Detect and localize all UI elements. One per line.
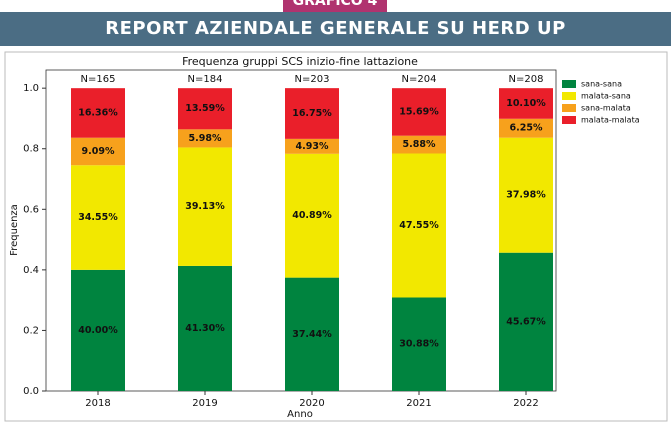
x-axis-label: Anno [287,409,313,420]
bar-segment [71,88,125,138]
value-label: 39.13% [185,201,225,212]
value-label: 9.09% [82,146,115,157]
bar-segment [178,88,232,130]
y-tick-label: 0.4 [23,265,39,276]
value-label: 45.67% [506,316,546,327]
bar-segment [499,137,553,253]
value-label: 37.44% [292,329,332,340]
banner: REPORT AZIENDALE GENERALE SU HERD UP [0,12,671,46]
total-label: N=204 [402,74,437,85]
value-label: 16.36% [78,107,118,118]
y-tick-label: 0.0 [23,386,39,397]
value-label: 40.89% [292,210,332,221]
bar-segment [71,137,125,166]
section-tab: GRAFICO 4 [283,0,387,12]
bar-segment [285,153,339,278]
value-label: 5.98% [189,133,222,144]
y-tick-label: 0.6 [23,204,39,215]
value-label: 37.98% [506,190,546,201]
legend-label: malata-sana [581,92,631,101]
bar-segment [178,147,232,266]
legend-swatch [562,116,576,124]
bar-segment [71,165,125,270]
legend-label: sana-malata [581,104,631,113]
x-tick-label: 2019 [192,398,217,409]
total-label: N=184 [188,74,223,85]
value-label: 30.88% [399,339,439,350]
value-label: 41.30% [185,323,225,334]
value-label: 4.93% [296,141,329,152]
bar-segment [392,297,446,391]
value-label: 10.10% [506,98,546,109]
bar-segment [392,88,446,136]
x-tick-label: 2020 [299,398,324,409]
total-label: N=203 [295,74,330,85]
value-label: 16.75% [292,108,332,119]
y-tick-label: 0.2 [23,325,39,336]
value-label: 15.69% [399,106,439,117]
x-tick-label: 2018 [85,398,110,409]
bar-segment [499,118,553,138]
value-label: 5.88% [403,139,436,150]
total-label: N=208 [509,74,544,85]
value-label: 40.00% [78,325,118,336]
legend-swatch [562,104,576,112]
legend-label: malata-malata [581,116,640,125]
x-tick-label: 2022 [513,398,538,409]
bar-segment [499,252,553,391]
bar-segment [285,277,339,391]
value-label: 6.25% [510,123,543,134]
legend-swatch [562,80,576,88]
bar-segment [392,135,446,154]
bar-segment [499,88,553,119]
bar-segment [178,129,232,148]
x-tick-label: 2021 [406,398,431,409]
chart-title: Frequenza gruppi SCS inizio-fine lattazi… [182,55,418,68]
bar-segment [392,153,446,298]
bar-segment [71,269,125,391]
y-tick-label: 0.8 [23,144,39,155]
total-label: N=165 [81,74,116,85]
legend-swatch [562,92,576,100]
y-axis-label: Frequenza [9,204,20,256]
bar-segment [285,138,339,154]
bar-segment [285,88,339,139]
y-tick-label: 1.0 [23,83,39,94]
legend-label: sana-sana [581,80,622,89]
value-label: 34.55% [78,212,118,223]
value-label: 13.59% [185,103,225,114]
bar-segment [178,265,232,391]
value-label: 47.55% [399,220,439,231]
